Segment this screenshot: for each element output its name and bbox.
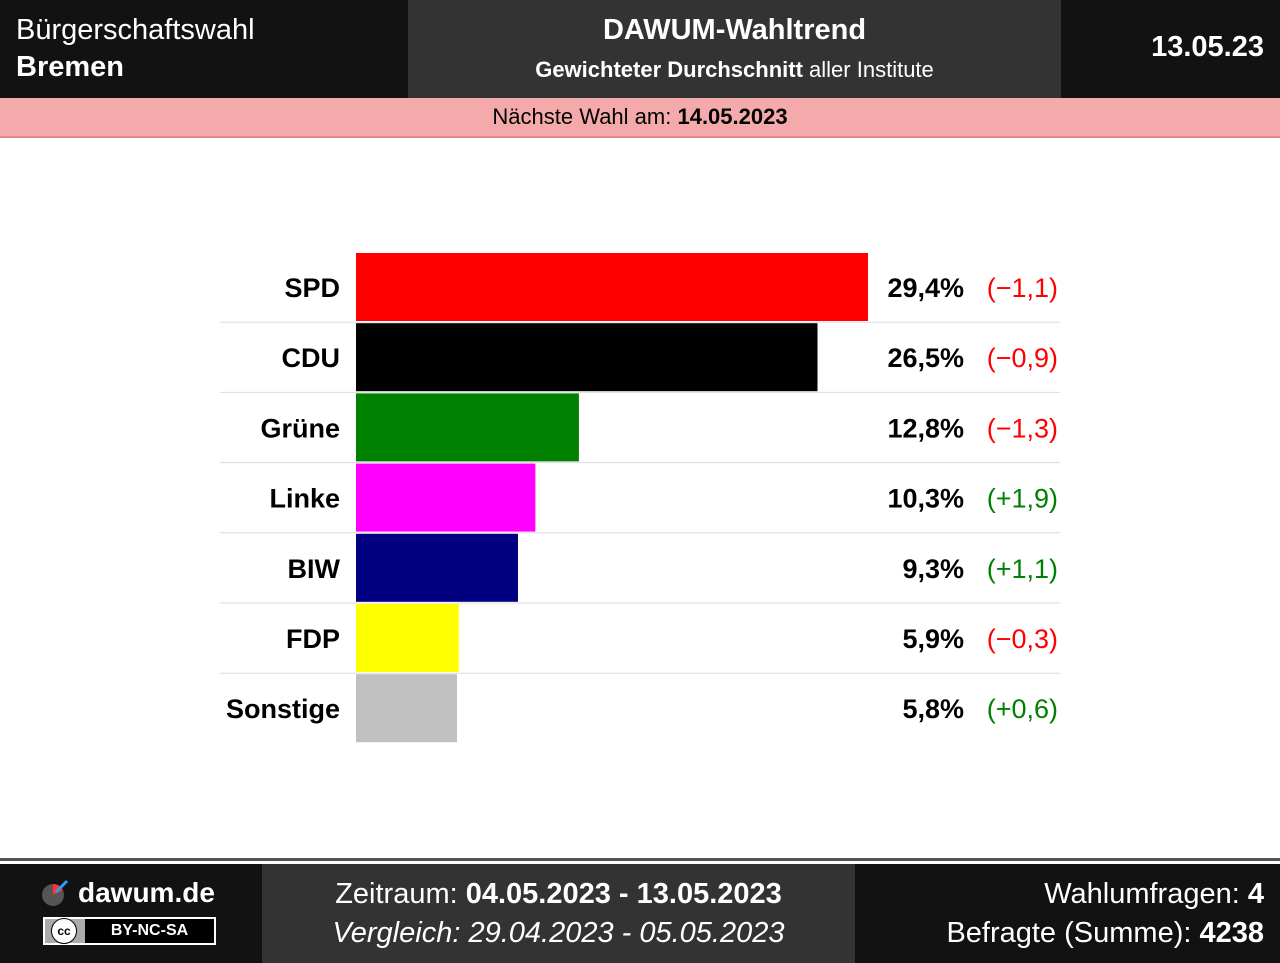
respondents-value: 4238 <box>1199 917 1264 949</box>
bar-2 <box>356 393 579 462</box>
footer-period-panel: Zeitraum: 04.05.2023 - 13.05.2023 Vergle… <box>262 864 855 963</box>
category-label: FDP <box>286 624 340 654</box>
page-subtitle: Gewichteter Durchschnitt aller Institute <box>408 57 1061 83</box>
page-title: DAWUM-Wahltrend <box>602 14 867 46</box>
value-label: 26,5% <box>887 343 964 373</box>
header-date-panel: 13.05.23 <box>1061 0 1280 98</box>
brand-link[interactable]: dawum.de <box>40 876 215 910</box>
category-label: BIW <box>288 554 341 584</box>
footer-brand-panel: dawum.de cc BY-NC-SA <box>0 864 262 963</box>
header: Bürgerschaftswahl Bremen DAWUM-Wahltrend… <box>0 0 1280 98</box>
respondents-label: Befragte (Summe): <box>946 917 1192 949</box>
header-title-panel: DAWUM-Wahltrend Gewichteter Durchschnitt… <box>408 0 1061 98</box>
election-type: Bürgerschaftswahl <box>16 14 255 46</box>
bar-3 <box>356 463 536 532</box>
next-election-banner: Nächste Wahl am: 14.05.2023 <box>0 98 1280 138</box>
category-label: Linke <box>269 484 340 514</box>
period-value: 04.05.2023 - 13.05.2023 <box>465 878 782 910</box>
dawum-logo-icon <box>40 878 70 908</box>
polls-label: Wahlumfragen: <box>1044 878 1240 910</box>
license-badge[interactable]: cc BY-NC-SA <box>43 917 216 945</box>
next-election-date: 14.05.2023 <box>677 104 788 129</box>
bar-5 <box>356 604 459 672</box>
change-label: (−1,3) <box>987 413 1058 443</box>
respondent-count: Befragte (Summe): 4238 <box>946 917 1264 950</box>
period: Zeitraum: 04.05.2023 - 13.05.2023 <box>262 878 855 911</box>
poll-count: Wahlumfragen: 4 <box>1044 878 1264 911</box>
value-label: 5,9% <box>902 624 964 654</box>
value-label: 10,3% <box>887 484 964 514</box>
bar-0 <box>356 253 868 321</box>
footer: dawum.de cc BY-NC-SA Zeitraum: 04.05.202… <box>0 858 1280 963</box>
category-label: Sonstige <box>226 694 340 724</box>
value-label: 5,8% <box>902 694 964 724</box>
bar-4 <box>356 533 518 602</box>
region-name: Bremen <box>16 51 124 83</box>
category-label: CDU <box>282 343 341 373</box>
trend-date: 13.05.23 <box>1151 31 1264 63</box>
next-election-label: Nächste Wahl am: <box>492 104 672 129</box>
change-label: (−0,3) <box>987 624 1058 654</box>
value-label: 9,3% <box>902 554 964 584</box>
comparison-period: Vergleich: 29.04.2023 - 05.05.2023 <box>332 917 785 949</box>
header-region-panel: Bürgerschaftswahl Bremen <box>0 0 408 98</box>
polls-value: 4 <box>1247 878 1264 910</box>
subtitle-rest: aller Institute <box>809 57 934 82</box>
change-label: (−1,1) <box>987 273 1058 303</box>
subtitle-bold: Gewichteter Durchschnitt <box>535 57 803 82</box>
change-label: (+1,9) <box>987 484 1058 514</box>
brand-name: dawum.de <box>78 877 215 908</box>
value-label: 12,8% <box>887 413 964 443</box>
change-label: (+0,6) <box>987 694 1058 724</box>
license-label: BY-NC-SA <box>85 919 214 943</box>
bar-1 <box>356 323 818 392</box>
value-label: 29,4% <box>887 273 964 303</box>
category-label: SPD <box>284 273 340 303</box>
bar-6 <box>356 674 458 743</box>
cc-icon: cc <box>51 918 77 944</box>
change-label: (+1,1) <box>987 554 1058 584</box>
period-label: Zeitraum: <box>335 878 458 910</box>
change-label: (−0,9) <box>987 343 1058 373</box>
footer-stats-panel: Wahlumfragen: 4 Befragte (Summe): 4238 <box>855 864 1280 963</box>
category-label: Grüne <box>260 413 340 443</box>
